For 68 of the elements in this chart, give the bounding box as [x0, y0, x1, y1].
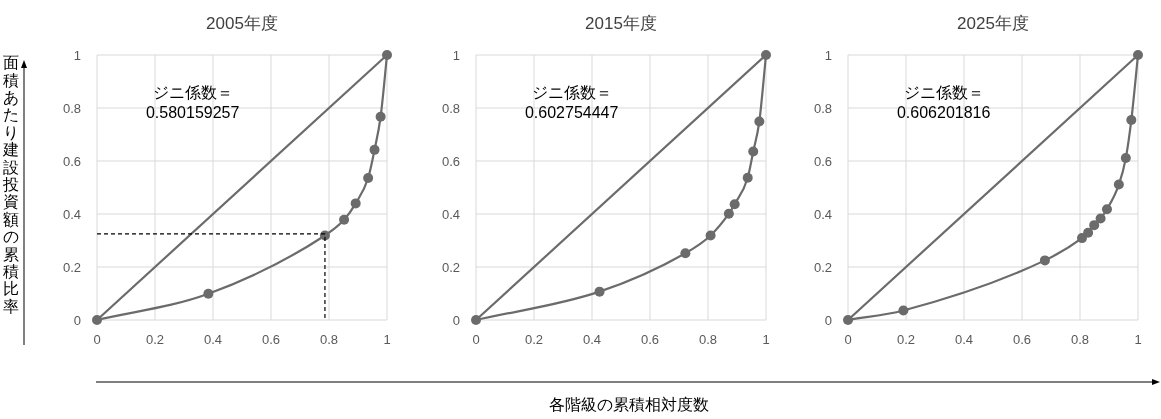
y-tick-label: 0.8	[62, 100, 81, 116]
point	[754, 116, 765, 127]
y-tick-label: 0.2	[441, 259, 460, 275]
point	[594, 286, 605, 297]
y-tick-label: 1	[73, 47, 81, 63]
point	[375, 111, 386, 122]
point	[1095, 213, 1106, 224]
point	[369, 144, 380, 155]
x-tick-label: 0.8	[1070, 332, 1090, 347]
point	[1077, 233, 1088, 244]
y-tick-label: 0.4	[813, 206, 832, 222]
x-tick-label: 0.4	[582, 332, 602, 347]
x-tick-label: 0.8	[698, 332, 718, 347]
y-tick-label: 0.4	[441, 206, 460, 222]
point	[1126, 114, 1137, 125]
annotation: ジニ係数＝ 0.602754447	[524, 84, 619, 121]
point	[203, 288, 214, 299]
chart-title: 2025年度	[957, 14, 1029, 33]
y-tick-label: 0.8	[441, 100, 460, 116]
y-tick-label: 0.2	[62, 259, 81, 275]
y-tick-label: 1	[824, 47, 832, 63]
x-tick-label: 0.6	[1012, 332, 1032, 347]
text: 面積あたり建設投資額の累積比率	[3, 54, 19, 315]
y-tick-label: 0	[73, 312, 81, 328]
point	[350, 198, 361, 209]
y-tick-label: 0	[452, 312, 460, 328]
x-tick-label: 0	[844, 332, 852, 347]
x-tick-label: 0.6	[640, 332, 660, 347]
point	[729, 199, 740, 210]
x-tick-label: 0.2	[524, 332, 544, 347]
point	[1113, 179, 1124, 190]
point	[742, 172, 753, 183]
x-tick-label: 1	[383, 332, 391, 347]
point	[680, 248, 691, 259]
point	[748, 146, 759, 157]
y-tick-label: 0.6	[62, 153, 81, 169]
point	[1101, 204, 1112, 215]
point	[705, 230, 716, 241]
point	[1089, 220, 1100, 231]
point	[898, 305, 909, 316]
x-tick-label: 0	[93, 332, 101, 347]
chart-title: 2015年度	[585, 14, 657, 33]
y-tick-label: 0.2	[813, 259, 832, 275]
chart-title: 2005年度	[206, 14, 278, 33]
point	[339, 214, 350, 225]
y-tick-label: 0.6	[441, 153, 460, 169]
y-tick-label: 0.4	[62, 206, 81, 222]
x-tick-label: 1	[1134, 332, 1142, 347]
y-tick-label: 0.6	[813, 153, 832, 169]
point	[1039, 255, 1050, 266]
annotation: ジニ係数＝ 0.606201816	[896, 84, 991, 121]
point	[363, 172, 374, 183]
y-tick-label: 1	[452, 47, 460, 63]
x-axis-title: 各階級の累積相対度数	[549, 396, 709, 413]
point	[1120, 153, 1131, 164]
x-tick-label: 0.2	[145, 332, 165, 347]
point	[1083, 227, 1094, 238]
point	[723, 208, 734, 219]
x-tick-label: 0.8	[319, 332, 339, 347]
x-tick-label: 0.6	[261, 332, 281, 347]
y-tick-label: 0	[824, 312, 832, 328]
x-tick-label: 0.2	[896, 332, 916, 347]
x-tick-label: 0.4	[954, 332, 974, 347]
x-tick-label: 1	[762, 332, 770, 347]
x-tick-label: 0.4	[203, 332, 223, 347]
y-tick-label: 0.8	[813, 100, 832, 116]
annotation: ジニ係数＝ 0.580159257	[145, 84, 240, 121]
x-tick-label: 0	[472, 332, 480, 347]
